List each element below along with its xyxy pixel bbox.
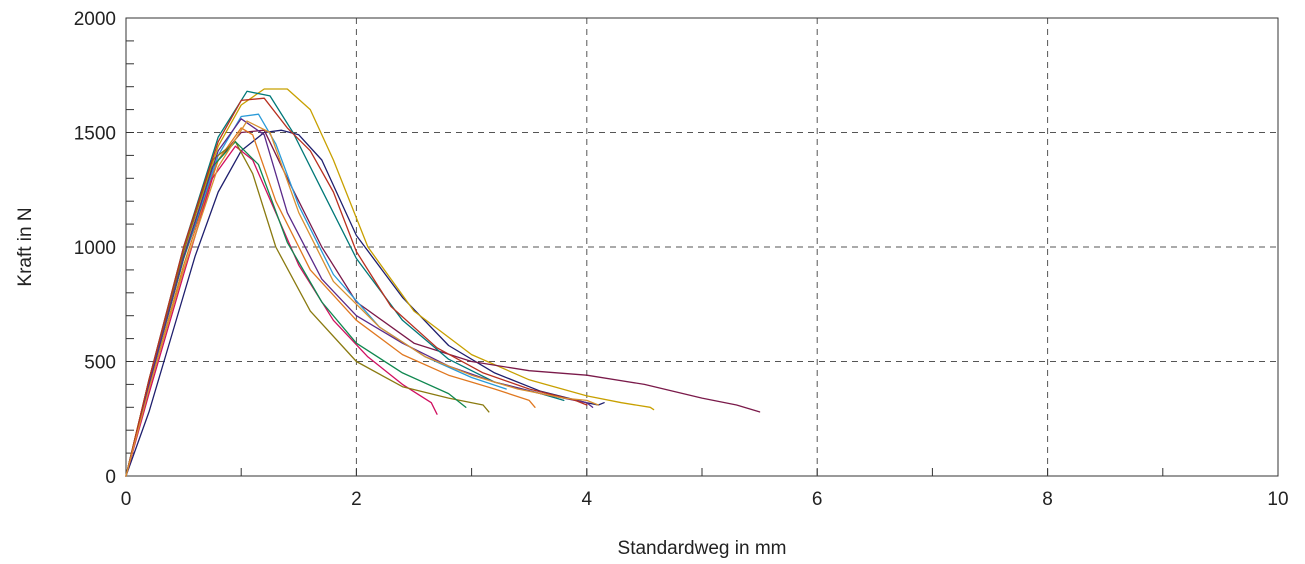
y-tick-label: 2000 xyxy=(74,9,116,30)
series-line-10 xyxy=(125,118,594,477)
axis-ticks xyxy=(125,17,1279,477)
series-line-7 xyxy=(125,145,438,477)
x-tick-label: 8 xyxy=(1042,489,1053,510)
x-tick-label: 4 xyxy=(582,489,593,510)
series-line-1 xyxy=(125,129,605,477)
series-line-3 xyxy=(125,129,761,477)
y-tick-label: 1000 xyxy=(74,238,116,259)
tick-labels: 0 2 4 6 8 10 0 500 1000 1500 2000 xyxy=(74,9,1289,510)
series-line-12 xyxy=(125,120,599,477)
series-line-8 xyxy=(125,141,490,477)
series-line-2 xyxy=(125,88,655,477)
x-tick-label: 2 xyxy=(351,489,362,510)
y-tick-label: 0 xyxy=(105,467,116,488)
x-tick-label: 0 xyxy=(121,489,132,510)
x-tick-label: 10 xyxy=(1267,489,1288,510)
series-line-6 xyxy=(125,127,536,477)
y-axis-label: Kraft in N xyxy=(15,207,36,286)
x-axis-label: Standardweg in mm xyxy=(618,538,787,559)
y-tick-label: 500 xyxy=(84,353,116,374)
series-line-11 xyxy=(125,97,588,477)
series-line-9 xyxy=(125,141,467,477)
y-tick-label: 1500 xyxy=(74,124,116,145)
x-tick-label: 6 xyxy=(812,489,823,510)
series-group xyxy=(125,88,761,477)
